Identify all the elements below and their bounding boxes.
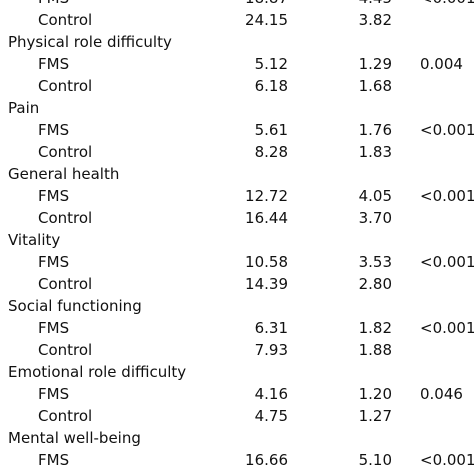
sd-value: 4.05 — [358, 187, 392, 205]
table-row: Control 6.18 1.68 — [0, 75, 474, 97]
group-label: FMS — [38, 0, 69, 9]
sd-value: 1.82 — [358, 319, 392, 337]
p-value: 0.046 — [420, 385, 463, 403]
table-row: Control 24.15 3.82 — [0, 9, 474, 31]
mean-value: 5.12 — [254, 55, 288, 73]
p-value: 0.004 — [420, 55, 463, 73]
mean-value: 12.72 — [245, 187, 288, 205]
category-label: Mental well-being — [8, 429, 141, 447]
group-label: FMS — [38, 319, 70, 337]
table-body: Control 24.15 3.82 Physical role difficulty… — [0, 9, 474, 471]
category-label: Social functioning — [8, 297, 142, 315]
category-row: Emotional role difficulty — [0, 361, 474, 383]
table-row: FMS 18.87 4.45 <0.001 — [0, 0, 474, 9]
category-label: Emotional role difficulty — [8, 363, 187, 381]
p-value: <0.001 — [420, 121, 474, 139]
category-row: Mental well-being — [0, 427, 474, 449]
group-label: FMS — [38, 385, 70, 403]
table-row: FMS 16.66 5.10 <0.001 — [0, 449, 474, 471]
mean-value: 14.39 — [245, 275, 288, 293]
table-row: FMS 10.58 3.53 <0.001 — [0, 251, 474, 273]
table-row: FMS 5.12 1.29 0.004 — [0, 53, 474, 75]
sd-value: 1.88 — [358, 341, 392, 359]
sd-value: 1.20 — [358, 385, 392, 403]
group-label: FMS — [38, 451, 70, 469]
group-label: Control — [38, 341, 93, 359]
sd-value: 3.82 — [358, 11, 392, 29]
p-value: <0.001 — [420, 0, 474, 9]
p-value: <0.001 — [420, 451, 474, 469]
p-value: <0.001 — [420, 253, 474, 271]
mean-value: 4.16 — [254, 385, 288, 403]
group-label: Control — [38, 407, 93, 425]
mean-value: 6.18 — [254, 77, 288, 95]
category-row: Social functioning — [0, 295, 474, 317]
sd-value: 1.76 — [358, 121, 392, 139]
category-label: Vitality — [8, 231, 61, 249]
group-label: Control — [38, 143, 93, 161]
group-label: FMS — [38, 187, 70, 205]
table-row: Control 7.93 1.88 — [0, 339, 474, 361]
category-row: Pain — [0, 97, 474, 119]
group-label: Control — [38, 275, 93, 293]
table-row: Control 14.39 2.80 — [0, 273, 474, 295]
table-row: Control 8.28 1.83 — [0, 141, 474, 163]
sd-value: 1.29 — [358, 55, 392, 73]
mean-value: 24.15 — [245, 11, 288, 29]
mean-value: 18.87 — [228, 0, 288, 9]
table-row: Control 16.44 3.70 — [0, 207, 474, 229]
mean-value: 10.58 — [245, 253, 288, 271]
sd-value: 1.27 — [358, 407, 392, 425]
p-value: <0.001 — [420, 187, 474, 205]
table-row: FMS 6.31 1.82 <0.001 — [0, 317, 474, 339]
mean-value: 5.61 — [254, 121, 288, 139]
category-row: General health — [0, 163, 474, 185]
mean-value: 7.93 — [254, 341, 288, 359]
mean-value: 16.66 — [245, 451, 288, 469]
sd-value: 3.70 — [358, 209, 392, 227]
group-label: Control — [38, 11, 93, 29]
sd-value: 3.53 — [358, 253, 392, 271]
sd-value: 2.80 — [358, 275, 392, 293]
p-value: <0.001 — [420, 319, 474, 337]
sd-value: 5.10 — [358, 451, 392, 469]
sd-value: 1.83 — [358, 143, 392, 161]
table-row: FMS 4.16 1.20 0.046 — [0, 383, 474, 405]
category-row: Physical role difficulty — [0, 31, 474, 53]
category-label: General health — [8, 165, 120, 183]
category-label: Pain — [8, 99, 40, 117]
table-row: FMS 5.61 1.76 <0.001 — [0, 119, 474, 141]
group-label: FMS — [38, 55, 70, 73]
group-label: Control — [38, 77, 93, 95]
category-row: Vitality — [0, 229, 474, 251]
category-label: Physical role difficulty — [8, 33, 172, 51]
mean-value: 8.28 — [254, 143, 288, 161]
mean-value: 4.75 — [254, 407, 288, 425]
group-label: Control — [38, 209, 93, 227]
mean-value: 16.44 — [245, 209, 288, 227]
group-label: FMS — [38, 253, 70, 271]
mean-value: 6.31 — [254, 319, 288, 337]
sd-value: 4.45 — [340, 0, 392, 9]
sd-value: 1.68 — [358, 77, 392, 95]
group-label: FMS — [38, 121, 70, 139]
table-row: Control 4.75 1.27 — [0, 405, 474, 427]
table-row: FMS 12.72 4.05 <0.001 — [0, 185, 474, 207]
